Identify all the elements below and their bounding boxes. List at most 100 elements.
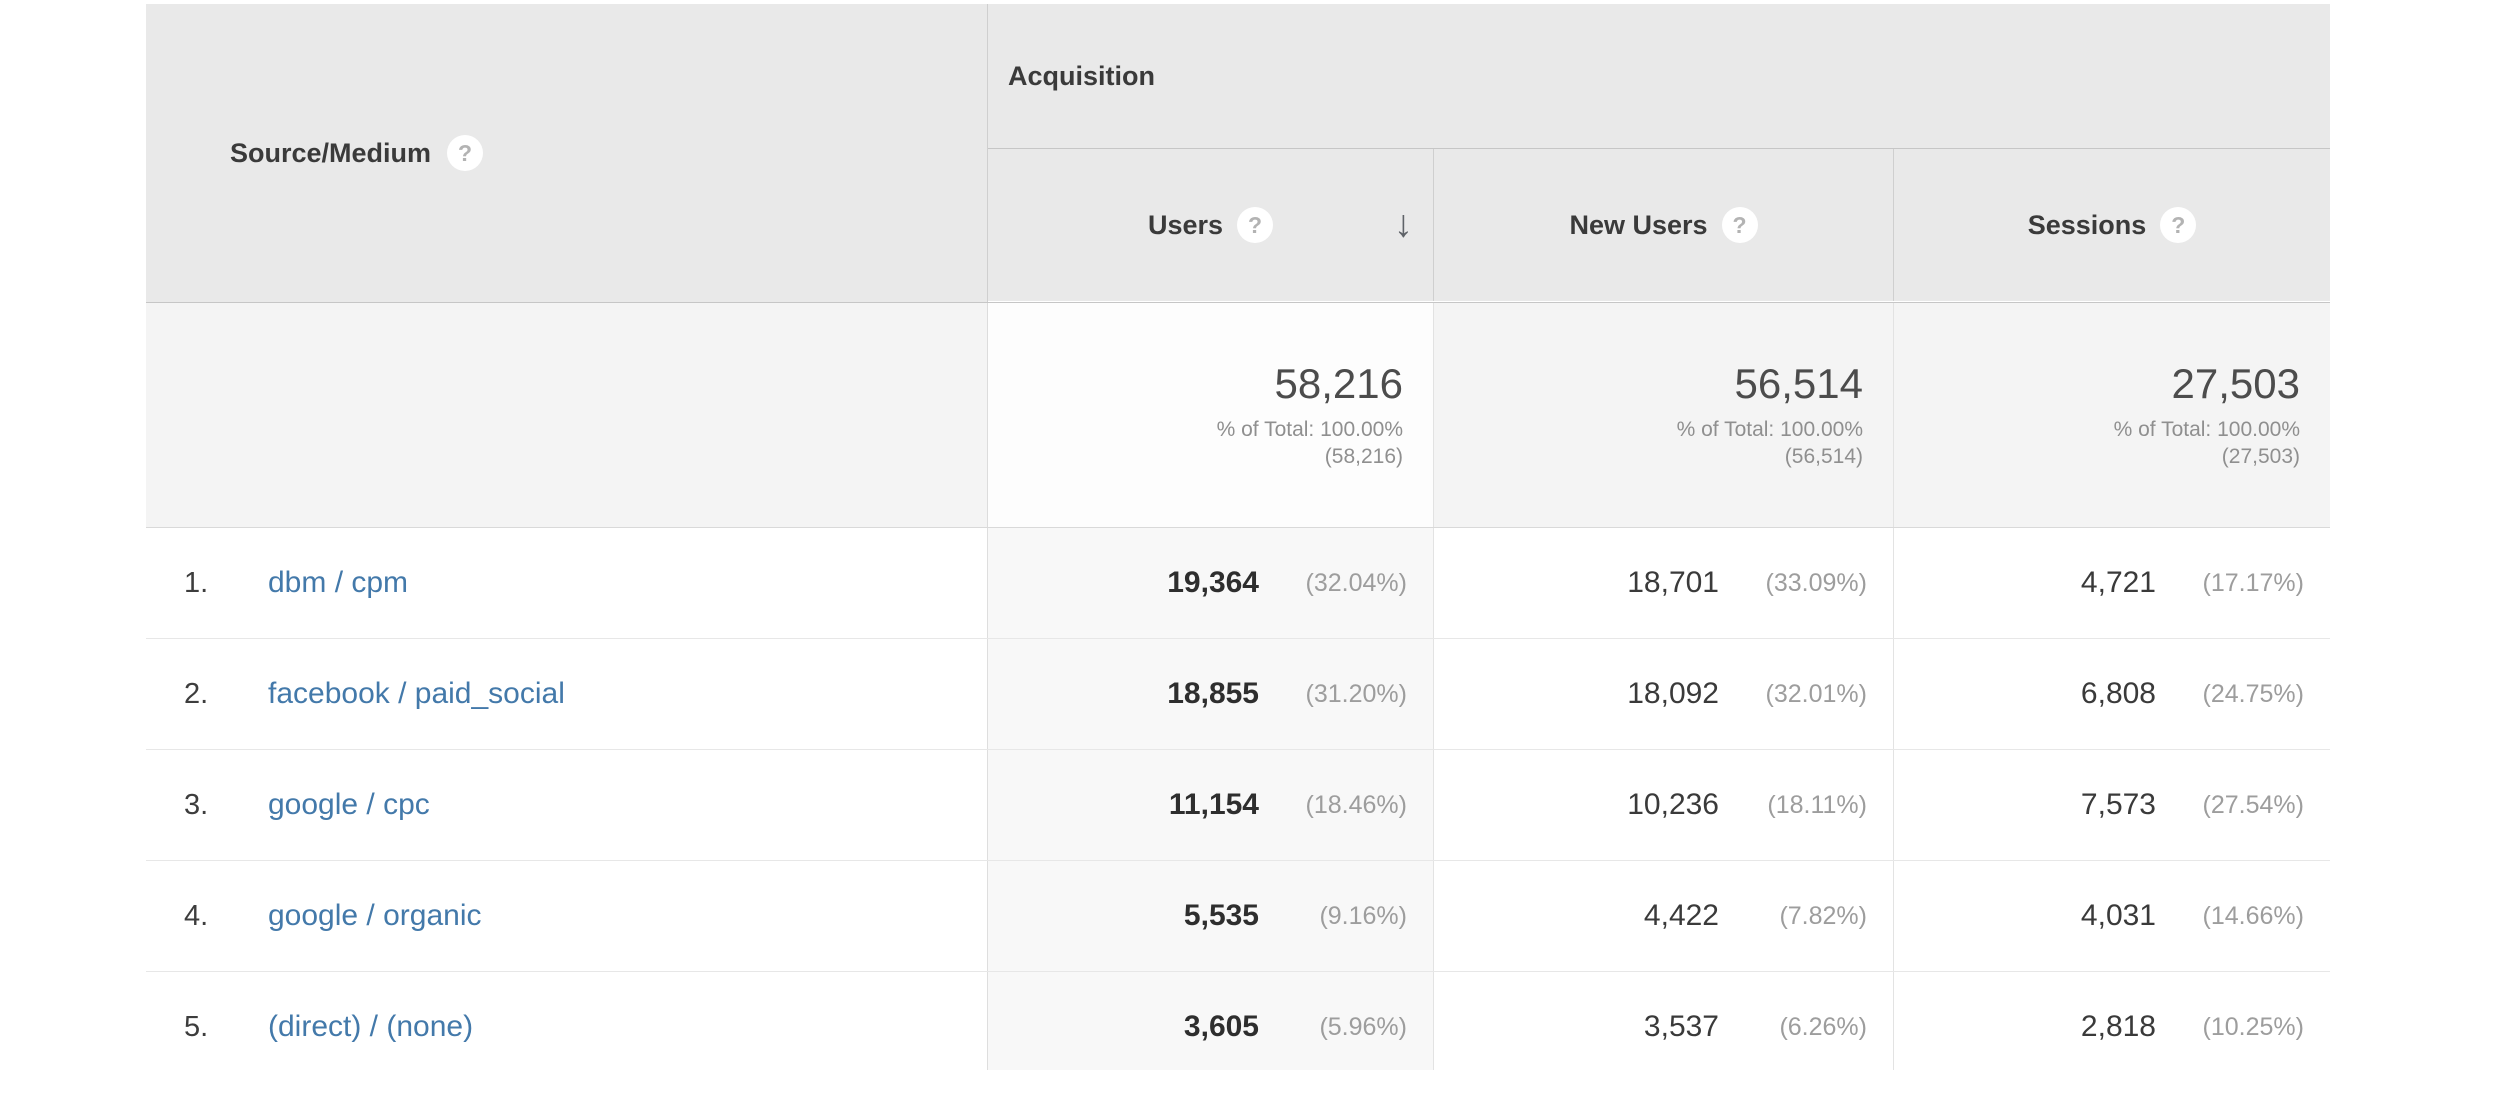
table-row: 2. facebook / paid_social 18,855 (31.20%…: [146, 639, 2330, 750]
users-cell: 5,535 (9.16%): [988, 861, 1434, 971]
dimension-header-label: Source/Medium: [230, 137, 432, 168]
users-value: 11,154: [1168, 788, 1259, 821]
table-body: 1. dbm / cpm 19,364 (32.04%) 18,701 (33.…: [146, 528, 2330, 1070]
users-percent: (31.20%): [1305, 679, 1407, 708]
new-users-value: 18,092: [1627, 677, 1719, 710]
users-cell: 18,855 (31.20%): [988, 639, 1434, 749]
table-row: 3. google / cpc 11,154 (18.46%) 10,236 (…: [146, 750, 2330, 861]
new-users-percent: (33.09%): [1765, 568, 1867, 597]
row-rank: 5.: [184, 1010, 209, 1043]
users-total-percent: % of Total: 100.00%: [1216, 418, 1403, 441]
sessions-header-label: Sessions: [2027, 209, 2147, 240]
source-medium-cell: 1. dbm / cpm: [146, 528, 988, 638]
new-users-value: 18,701: [1627, 566, 1719, 599]
row-rank: 4.: [184, 899, 209, 932]
source-medium-link[interactable]: facebook / paid_social: [268, 677, 565, 710]
totals-users-cell: 58,216 % of Total: 100.00% (58,216): [988, 303, 1434, 527]
row-rank: 2.: [184, 677, 209, 710]
sessions-percent: (17.17%): [2202, 568, 2304, 597]
source-medium-link[interactable]: dbm / cpm: [268, 566, 409, 599]
sessions-cell: 4,721 (17.17%): [1894, 528, 2330, 638]
new-users-percent: (7.82%): [1779, 901, 1867, 930]
users-cell: 11,154 (18.46%): [988, 750, 1434, 860]
dimension-column-header[interactable]: Source/Medium ?: [146, 4, 988, 302]
new-users-total-value: 56,514: [1734, 360, 1863, 407]
users-value: 18,855: [1167, 677, 1259, 710]
metrics-header-group: Acquisition Users ? ↓ New Users ? Sessio…: [988, 4, 2330, 302]
new-users-cell: 10,236 (18.11%): [1434, 750, 1894, 860]
sessions-cell: 6,808 (24.75%): [1894, 639, 2330, 749]
column-header-new-users[interactable]: New Users ?: [1434, 149, 1894, 301]
totals-new-users-cell: 56,514 % of Total: 100.00% (56,514): [1434, 303, 1894, 527]
users-value: 19,364: [1167, 566, 1259, 599]
row-rank: 1.: [184, 566, 209, 599]
group-header-label: Acquisition: [1008, 60, 1155, 91]
users-total-value: 58,216: [1274, 360, 1403, 407]
source-medium-cell: 5. (direct) / (none): [146, 972, 988, 1070]
source-medium-table: Source/Medium ? Acquisition Users ? ↓ Ne…: [146, 4, 2330, 1070]
new-users-cell: 18,701 (33.09%): [1434, 528, 1894, 638]
users-total-absolute: (58,216): [1324, 445, 1403, 468]
users-value: 3,605: [1183, 1010, 1259, 1043]
new-users-percent: (18.11%): [1767, 790, 1867, 819]
sessions-cell: 7,573 (27.54%): [1894, 750, 2330, 860]
sort-descending-icon: ↓: [1394, 203, 1413, 246]
new-users-total-percent: % of Total: 100.00%: [1676, 418, 1863, 441]
sessions-value: 2,818: [2080, 1010, 2156, 1043]
sessions-total-value: 27,503: [2171, 360, 2300, 407]
users-percent: (18.46%): [1305, 790, 1407, 819]
table-header: Source/Medium ? Acquisition Users ? ↓ Ne…: [146, 4, 2330, 303]
new-users-value: 3,537: [1643, 1010, 1719, 1043]
sessions-value: 4,721: [2080, 566, 2156, 599]
sessions-percent: (27.54%): [2202, 790, 2304, 819]
totals-row: 58,216 % of Total: 100.00% (58,216) 56,5…: [146, 303, 2330, 528]
help-icon[interactable]: ?: [1721, 207, 1758, 243]
users-value: 5,535: [1183, 899, 1259, 932]
table-row: 4. google / organic 5,535 (9.16%) 4,422 …: [146, 861, 2330, 972]
sessions-value: 7,573: [2080, 788, 2156, 821]
new-users-value: 10,236: [1627, 788, 1719, 821]
sessions-value: 4,031: [2080, 899, 2156, 932]
table-row: 1. dbm / cpm 19,364 (32.04%) 18,701 (33.…: [146, 528, 2330, 639]
metric-column-headers: Users ? ↓ New Users ? Sessions ?: [988, 149, 2330, 301]
new-users-percent: (32.01%): [1765, 679, 1867, 708]
sessions-percent: (24.75%): [2202, 679, 2304, 708]
new-users-header-label: New Users: [1569, 209, 1708, 240]
sessions-percent: (10.25%): [2202, 1012, 2304, 1041]
help-icon[interactable]: ?: [447, 135, 484, 171]
source-medium-cell: 3. google / cpc: [146, 750, 988, 860]
users-header-label: Users: [1147, 209, 1224, 240]
totals-sessions-cell: 27,503 % of Total: 100.00% (27,503): [1894, 303, 2330, 527]
help-icon[interactable]: ?: [2160, 207, 2197, 243]
sessions-value: 6,808: [2080, 677, 2156, 710]
column-header-sessions[interactable]: Sessions ?: [1894, 149, 2330, 301]
new-users-percent: (6.26%): [1779, 1012, 1867, 1041]
users-percent: (32.04%): [1305, 568, 1407, 597]
sessions-cell: 2,818 (10.25%): [1894, 972, 2330, 1070]
row-rank: 3.: [184, 788, 209, 821]
sessions-cell: 4,031 (14.66%): [1894, 861, 2330, 971]
table-row: 5. (direct) / (none) 3,605 (5.96%) 3,537…: [146, 972, 2330, 1070]
new-users-cell: 3,537 (6.26%): [1434, 972, 1894, 1070]
sessions-total-percent: % of Total: 100.00%: [2113, 418, 2300, 441]
source-medium-cell: 2. facebook / paid_social: [146, 639, 988, 749]
sessions-total-absolute: (27,503): [2221, 445, 2300, 468]
source-medium-link[interactable]: google / organic: [268, 899, 482, 932]
new-users-value: 4,422: [1643, 899, 1719, 932]
users-percent: (5.96%): [1319, 1012, 1407, 1041]
source-medium-link[interactable]: (direct) / (none): [268, 1010, 474, 1043]
help-icon[interactable]: ?: [1237, 207, 1274, 243]
users-cell: 19,364 (32.04%): [988, 528, 1434, 638]
source-medium-link[interactable]: google / cpc: [268, 788, 430, 821]
users-percent: (9.16%): [1319, 901, 1407, 930]
sessions-percent: (14.66%): [2202, 901, 2304, 930]
new-users-cell: 18,092 (32.01%): [1434, 639, 1894, 749]
totals-dimension-cell: [146, 303, 988, 527]
new-users-total-absolute: (56,514): [1784, 445, 1863, 468]
users-cell: 3,605 (5.96%): [988, 972, 1434, 1070]
new-users-cell: 4,422 (7.82%): [1434, 861, 1894, 971]
acquisition-group-header: Acquisition: [988, 4, 2330, 149]
column-header-users[interactable]: Users ? ↓: [988, 149, 1434, 301]
source-medium-cell: 4. google / organic: [146, 861, 988, 971]
